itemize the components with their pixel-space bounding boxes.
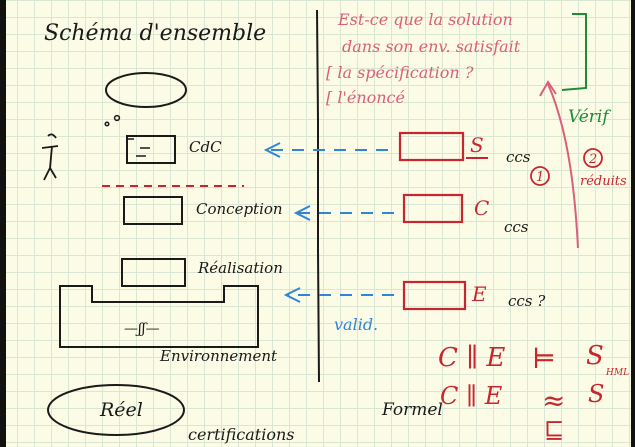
spec-box [398,131,465,162]
equation-1-operator: ⊨ [532,342,556,375]
ccs-label-3: ccs ? [508,292,546,310]
diagram-title: Schéma d'ensemble [44,21,266,46]
formel-label: Formel [381,400,443,420]
circle-number-1 [530,166,550,186]
circle-number-2 [583,148,603,168]
note-line-1: Est-ce que la solution [337,10,513,29]
realisation-label: Réalisation [197,259,283,277]
circle-number-2-label: 2 [588,152,597,167]
reduits-label: réduits [580,174,627,189]
ccs-label-2: ccs [504,218,529,236]
conception-label: Conception [196,200,283,218]
reel-label: Réel [99,399,143,421]
certifications-label: certifications [188,425,295,444]
circle-number-1-label: 1 [536,170,544,185]
valid-label: valid. [334,315,378,334]
equation-2-extra: ⊑ [544,416,564,444]
cdc-label: CdC [189,138,222,156]
equation-1-subscript: HML [605,368,629,378]
cdc-box-marks [128,138,150,157]
environnement-label: Environnement [159,347,278,365]
note-line-4: [ l'énoncé [326,88,405,107]
blue-arrow-realisation [283,287,394,303]
thought-bubble [105,72,187,108]
equation-2-operator: ≈ [542,384,565,417]
formal-divider-line [316,9,320,383]
blue-arrow-cdc [263,142,388,158]
person-icon [41,133,59,181]
ccs-label-1: ccs [506,148,531,166]
environment-container [59,285,259,348]
equation-1-left: C ∥ E [438,343,505,373]
equation-1-right: S [586,341,604,371]
blue-arrow-conception [293,205,394,221]
reel-ellipse [47,384,185,436]
conception-formal-box [402,193,464,224]
env-formal-box [402,280,467,311]
env-letter: E [471,282,487,306]
note-line-2: dans son env. satisfait [342,37,521,56]
realisation-box [121,258,186,287]
conception-box [123,196,183,225]
equation-2-right: S [588,380,604,408]
conception-letter: C [474,196,489,220]
cdc-box [126,135,176,164]
verif-label: Vérif [568,107,611,127]
environment-symbol: —ʃʃ— [124,321,160,337]
pink-upward-arrow [547,83,579,249]
spec-letter: S [470,133,484,157]
thought-dot [113,114,121,122]
equation-2-left: C ∥ E [440,382,503,410]
pink-arrow-head [539,80,557,97]
thought-dot [104,121,110,127]
note-line-3: [ la spécification ? [326,63,474,82]
green-bracket [561,13,587,91]
